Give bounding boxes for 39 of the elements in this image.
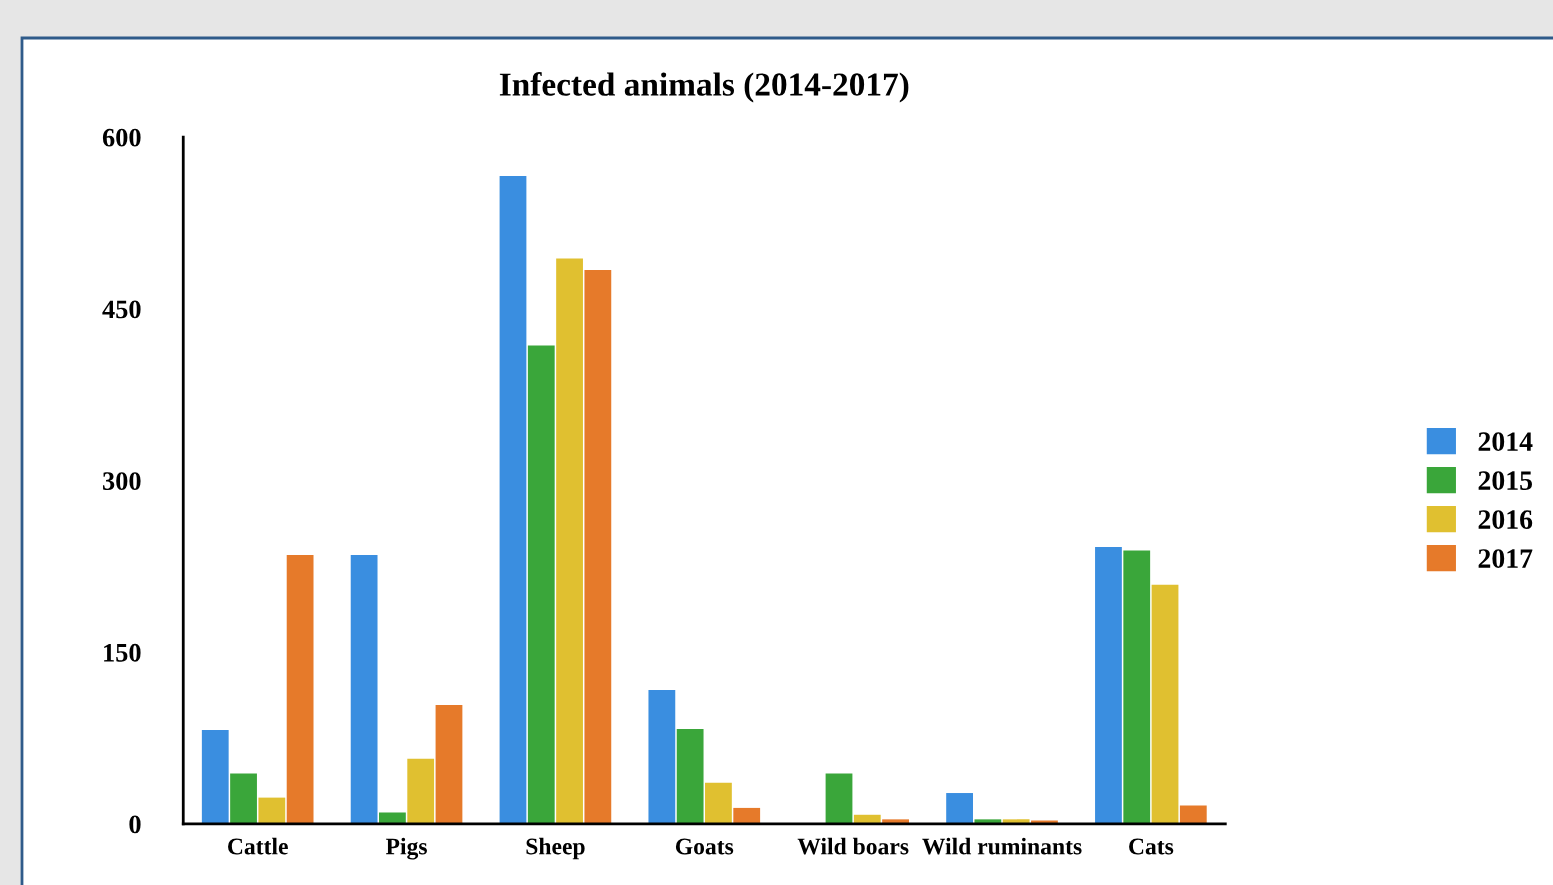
bar — [379, 812, 406, 824]
legend-label: 2016 — [1478, 510, 1533, 529]
y-tick-label: 0 — [129, 815, 141, 834]
legend-label: 2015 — [1478, 471, 1533, 490]
y-tick-label: 450 — [102, 300, 141, 319]
bar — [1123, 550, 1151, 824]
x-tick-label: Cattle — [228, 837, 288, 855]
bar — [705, 782, 732, 824]
x-tick-label: Wild boars — [797, 837, 909, 855]
bar — [258, 797, 286, 824]
x-tick-label: Goats — [675, 838, 734, 855]
y-tick-label: 150 — [104, 643, 141, 662]
x-tick-label: Sheep — [526, 837, 585, 860]
bar — [648, 690, 676, 824]
bar — [825, 773, 853, 824]
bar — [230, 773, 257, 824]
legend-label: 2017 — [1478, 549, 1533, 568]
bar — [733, 807, 761, 824]
bar — [1151, 584, 1179, 824]
bar — [1179, 805, 1207, 824]
bar — [435, 704, 463, 824]
bar — [407, 758, 435, 824]
x-tick-label: Cats — [1129, 838, 1174, 855]
bar — [946, 793, 973, 824]
y-tick-label: 300 — [103, 472, 141, 490]
chart-title: Infected animals (2014-2017) — [499, 72, 909, 103]
bar — [676, 728, 704, 824]
y-tick-label: 600 — [102, 128, 141, 147]
bar — [201, 730, 229, 824]
x-tick-label: Wild ruminants — [922, 837, 1082, 855]
bar — [1095, 546, 1122, 824]
bar — [584, 269, 612, 824]
bar — [286, 554, 314, 824]
legend-label: 2014 — [1478, 432, 1533, 451]
x-tick-label: Pigs — [385, 837, 427, 860]
bar — [527, 345, 555, 824]
bar — [499, 176, 527, 824]
bar — [350, 554, 378, 824]
bar — [556, 258, 583, 824]
